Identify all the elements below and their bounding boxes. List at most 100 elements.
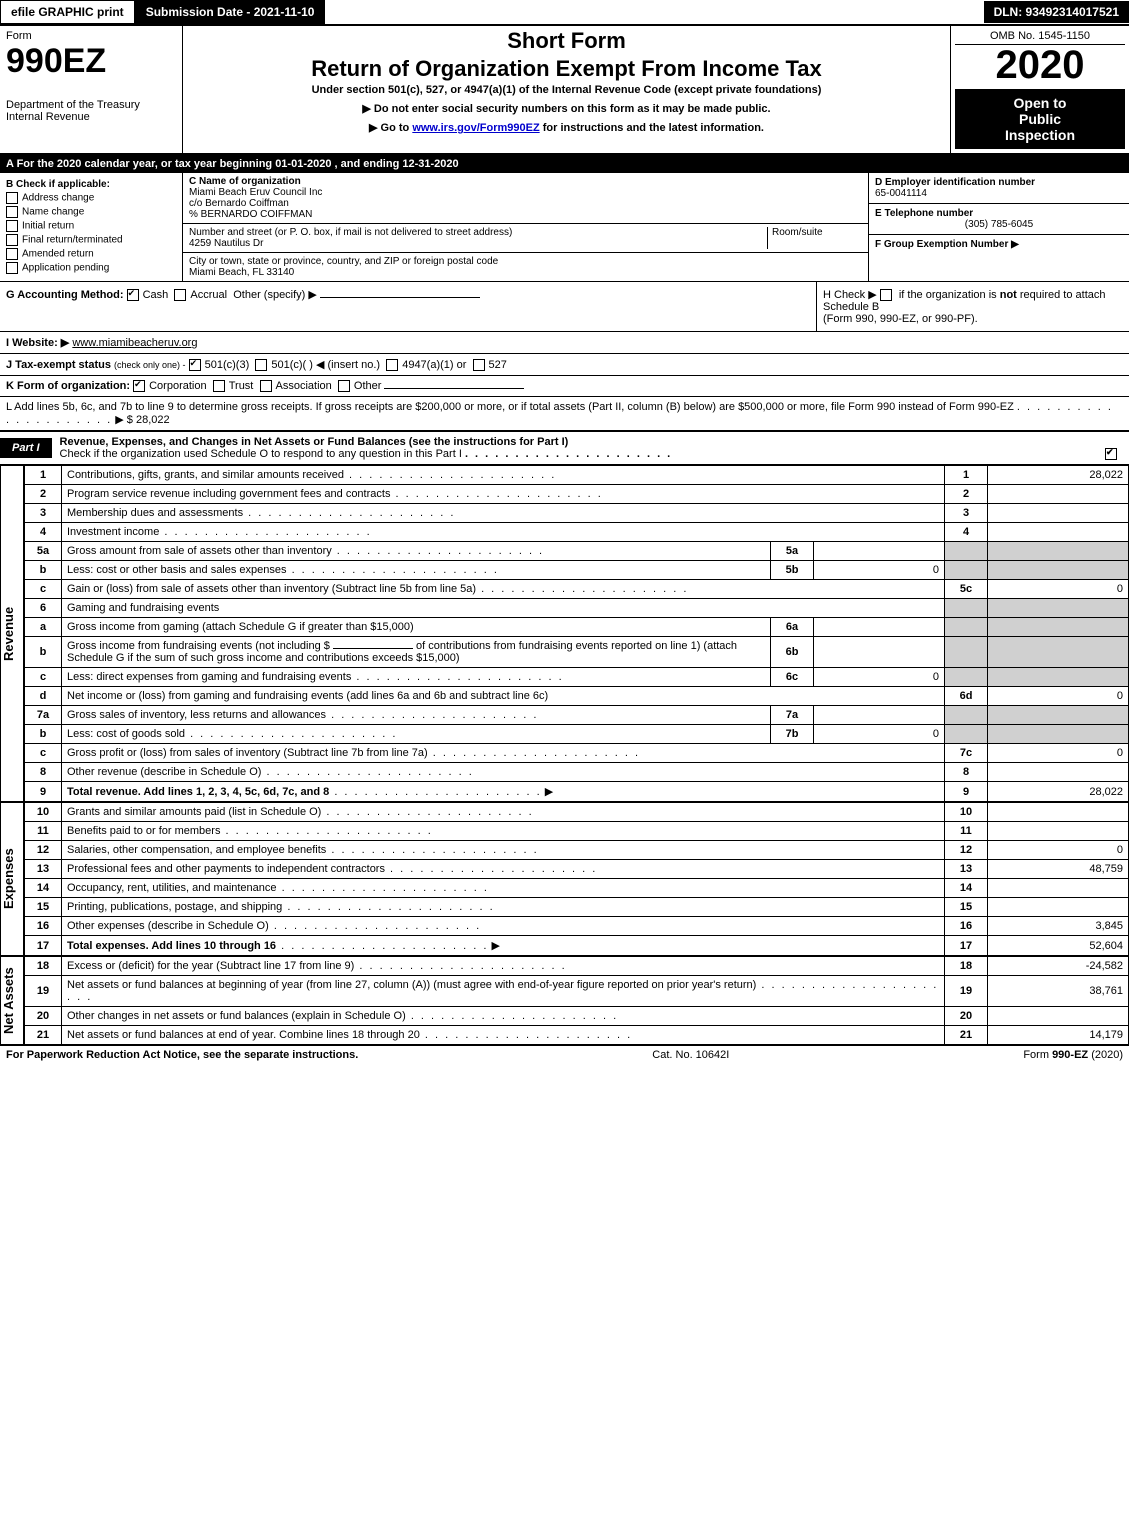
line-8: 8 Other revenue (describe in Schedule O)… (25, 763, 1129, 782)
l7b-amt-grey (988, 725, 1129, 744)
chk-final-return[interactable] (6, 234, 18, 246)
goto-prefix: ▶ Go to (369, 122, 412, 134)
top-bar: efile GRAPHIC print Submission Date - 20… (0, 0, 1129, 26)
line-h: H Check ▶ if the organization is not req… (816, 282, 1129, 331)
group-exemption-block: F Group Exemption Number ▶ (869, 235, 1129, 254)
l6b-amt-grey (988, 637, 1129, 668)
l19-ref: 19 (945, 976, 988, 1007)
l20-amt (988, 1007, 1129, 1026)
chk-initial-return[interactable] (6, 220, 18, 232)
l6a-amt-grey (988, 618, 1129, 637)
l12-desc: Salaries, other compensation, and employ… (67, 844, 326, 856)
chk-501c[interactable] (255, 359, 267, 371)
footer-right-prefix: Form (1023, 1049, 1052, 1061)
l6c-sv: 0 (814, 668, 945, 687)
l5a-ref-grey (945, 542, 988, 561)
l3-desc: Membership dues and assessments (67, 507, 243, 519)
efile-print-button[interactable]: efile GRAPHIC print (0, 0, 135, 24)
chk-accrual[interactable] (174, 289, 186, 301)
chk-application-pending[interactable] (6, 262, 18, 274)
line-9: 9 Total revenue. Add lines 1, 2, 3, 4, 5… (25, 782, 1129, 802)
chk-name-change[interactable] (6, 206, 18, 218)
chk-schedule-o[interactable] (1105, 448, 1117, 460)
c-label: C Name of organization (189, 176, 862, 187)
l1-amt: 28,022 (988, 466, 1129, 485)
l7c-amt: 0 (988, 744, 1129, 763)
chk-other-org[interactable] (338, 380, 350, 392)
open-line2: Public (963, 111, 1117, 127)
l5b-num: b (25, 561, 62, 580)
l6b-blank[interactable] (333, 648, 413, 649)
col-def: D Employer identification number 65-0041… (868, 173, 1129, 281)
l6b-sv (814, 637, 945, 668)
chk-cash[interactable] (127, 289, 139, 301)
l11-amt (988, 822, 1129, 841)
chk-4947[interactable] (386, 359, 398, 371)
other-org-input[interactable] (384, 388, 524, 389)
l5a-amt-grey (988, 542, 1129, 561)
chk-corporation[interactable] (133, 380, 145, 392)
tax-year: 2020 (955, 45, 1125, 85)
l16-amt: 3,845 (988, 917, 1129, 936)
l1-desc: Contributions, gifts, grants, and simila… (67, 469, 344, 481)
chk-association[interactable] (260, 380, 272, 392)
l-text: L Add lines 5b, 6c, and 7b to line 9 to … (6, 401, 1014, 413)
chk-501c3[interactable] (189, 359, 201, 371)
chk-527[interactable] (473, 359, 485, 371)
col-c-org-info: C Name of organization Miami Beach Eruv … (183, 173, 868, 281)
revenue-section: Revenue 1 Contributions, gifts, grants, … (0, 465, 1129, 802)
l21-num: 21 (25, 1026, 62, 1045)
l13-amt: 48,759 (988, 860, 1129, 879)
l5c-num: c (25, 580, 62, 599)
chk-h[interactable] (880, 289, 892, 301)
opt-501c3: 501(c)(3) (205, 359, 250, 371)
l7b-num: b (25, 725, 62, 744)
l13-ref: 13 (945, 860, 988, 879)
l21-amt: 14,179 (988, 1026, 1129, 1045)
j-label: J Tax-exempt status (6, 359, 111, 371)
chk-amended-return[interactable] (6, 248, 18, 260)
dept-treasury: Department of the Treasury (6, 99, 176, 111)
section-bcdef: B Check if applicable: Address change Na… (0, 173, 1129, 282)
line-i: I Website: ▶ www.miamibeacheruv.org (0, 332, 1129, 354)
ssn-warning: ▶ Do not enter social security numbers o… (185, 102, 948, 115)
room-suite-label: Room/suite (767, 227, 862, 249)
line-k: K Form of organization: Corporation Trus… (0, 376, 1129, 397)
city-label: City or town, state or province, country… (189, 256, 862, 267)
e-label: E Telephone number (875, 208, 1123, 219)
submission-date-button[interactable]: Submission Date - 2021-11-10 (135, 0, 326, 24)
revenue-table: 1 Contributions, gifts, grants, and simi… (24, 465, 1129, 802)
l6d-amt: 0 (988, 687, 1129, 706)
part1-title-block: Revenue, Expenses, and Changes in Net As… (52, 432, 1129, 464)
l11-num: 11 (25, 822, 62, 841)
l8-amt (988, 763, 1129, 782)
h-text1: H Check ▶ (823, 289, 880, 301)
chk-trust[interactable] (213, 380, 225, 392)
l17-num: 17 (25, 936, 62, 956)
opt-application-pending: Application pending (22, 263, 109, 274)
l7b-desc: Less: cost of goods sold (67, 728, 185, 740)
street-block: Number and street (or P. O. box, if mail… (183, 224, 868, 253)
other-specify-input[interactable] (320, 297, 480, 298)
l13-num: 13 (25, 860, 62, 879)
col-b-checkboxes: B Check if applicable: Address change Na… (0, 173, 183, 281)
l15-desc: Printing, publications, postage, and shi… (67, 901, 282, 913)
chk-address-change[interactable] (6, 192, 18, 204)
line-6: 6 Gaming and fundraising events (25, 599, 1129, 618)
l18-amt: -24,582 (988, 957, 1129, 976)
l7a-sub: 7a (771, 706, 814, 725)
l6-desc: Gaming and fundraising events (62, 599, 945, 618)
l5b-ref-grey (945, 561, 988, 580)
line-a-period: A For the 2020 calendar year, or tax yea… (0, 155, 1129, 173)
l4-ref: 4 (945, 523, 988, 542)
k-label: K Form of organization: (6, 380, 130, 392)
l6b-sub: 6b (771, 637, 814, 668)
l6-ref-grey (945, 599, 988, 618)
l2-desc: Program service revenue including govern… (67, 488, 390, 500)
footer-left: For Paperwork Reduction Act Notice, see … (6, 1049, 358, 1061)
l16-num: 16 (25, 917, 62, 936)
website-url[interactable]: www.miamibeacheruv.org (72, 337, 197, 349)
l6-amt-grey (988, 599, 1129, 618)
l6c-ref-grey (945, 668, 988, 687)
goto-link[interactable]: www.irs.gov/Form990EZ (412, 122, 539, 134)
